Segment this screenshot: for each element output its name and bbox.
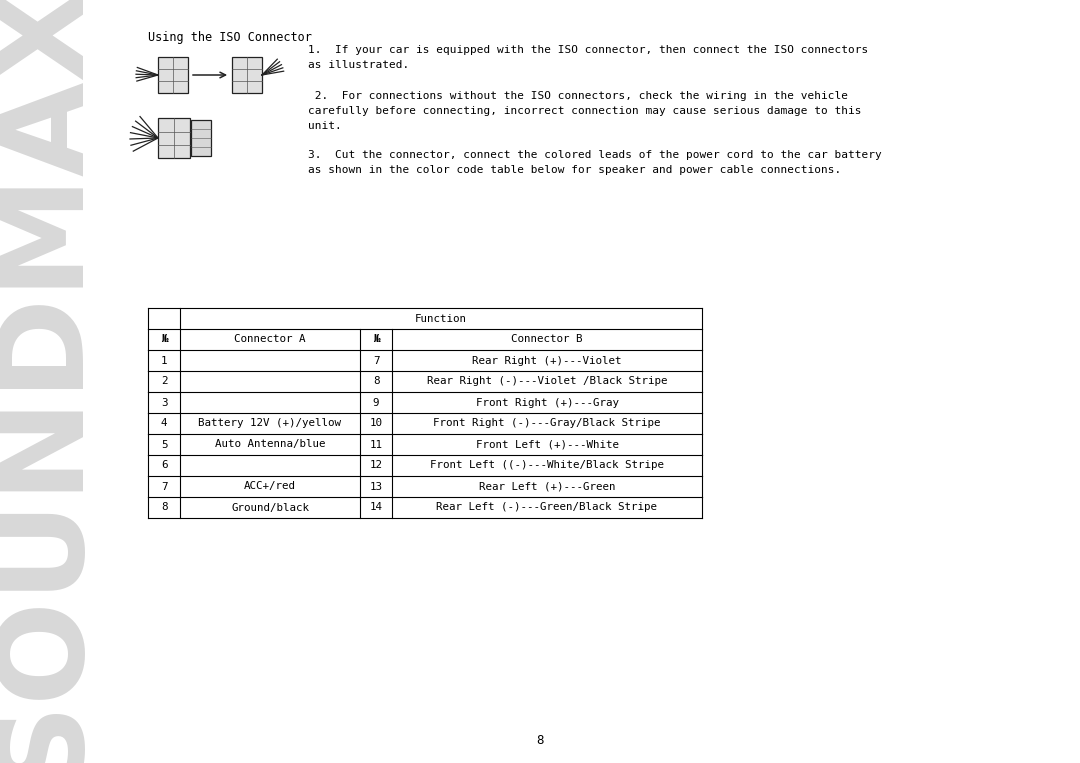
Text: Auto Antenna/blue: Auto Antenna/blue [215, 439, 325, 449]
Text: 9: 9 [373, 398, 379, 407]
Text: Rear Left (+)---Green: Rear Left (+)---Green [478, 481, 616, 491]
Text: Rear Left (-)---Green/Black Stripe: Rear Left (-)---Green/Black Stripe [436, 503, 658, 513]
Text: Rear Right (-)---Violet /Black Stripe: Rear Right (-)---Violet /Black Stripe [427, 376, 667, 387]
Bar [158, 57, 188, 93]
Text: Rear Right (+)---Violet: Rear Right (+)---Violet [472, 356, 622, 365]
Text: Function: Function [415, 314, 467, 324]
Text: 3.  Cut the connector, connect the colored leads of the power cord to the car ba: 3. Cut the connector, connect the colore… [308, 150, 881, 175]
Bar [191, 120, 211, 156]
Text: 14: 14 [369, 503, 382, 513]
Text: SOUNDMAX: SOUNDMAX [0, 0, 100, 763]
Bar [232, 57, 262, 93]
Text: 7: 7 [161, 481, 167, 491]
Text: Ground/black: Ground/black [231, 503, 309, 513]
Text: 10: 10 [369, 418, 382, 429]
Text: 13: 13 [369, 481, 382, 491]
Text: 3: 3 [161, 398, 167, 407]
Text: 1.  If your car is equipped with the ISO connector, then connect the ISO connect: 1. If your car is equipped with the ISO … [308, 45, 868, 70]
Text: 1: 1 [161, 356, 167, 365]
Text: 2: 2 [161, 376, 167, 387]
Text: 2.  For connections without the ISO connectors, check the wiring in the vehicle
: 2. For connections without the ISO conne… [308, 91, 862, 131]
Text: №: № [373, 334, 379, 345]
Text: Front Right (+)---Gray: Front Right (+)---Gray [475, 398, 619, 407]
Text: Battery 12V (+)/yellow: Battery 12V (+)/yellow [199, 418, 341, 429]
Text: Using the ISO Connector: Using the ISO Connector [148, 31, 312, 44]
Text: ACC+/red: ACC+/red [244, 481, 296, 491]
Text: 4: 4 [161, 418, 167, 429]
Bar [158, 118, 190, 158]
Text: 8: 8 [161, 503, 167, 513]
Text: Front Right (-)---Gray/Black Stripe: Front Right (-)---Gray/Black Stripe [433, 418, 661, 429]
Text: №: № [161, 334, 167, 345]
Text: 8: 8 [537, 735, 543, 748]
Text: 12: 12 [369, 461, 382, 471]
Text: 11: 11 [369, 439, 382, 449]
Text: 5: 5 [161, 439, 167, 449]
Text: Front Left (+)---White: Front Left (+)---White [475, 439, 619, 449]
Text: 6: 6 [161, 461, 167, 471]
Text: Front Left ((-)---White/Black Stripe: Front Left ((-)---White/Black Stripe [430, 461, 664, 471]
Text: Connector A: Connector A [234, 334, 306, 345]
Text: Connector B: Connector B [511, 334, 583, 345]
Text: 7: 7 [373, 356, 379, 365]
Text: 8: 8 [373, 376, 379, 387]
